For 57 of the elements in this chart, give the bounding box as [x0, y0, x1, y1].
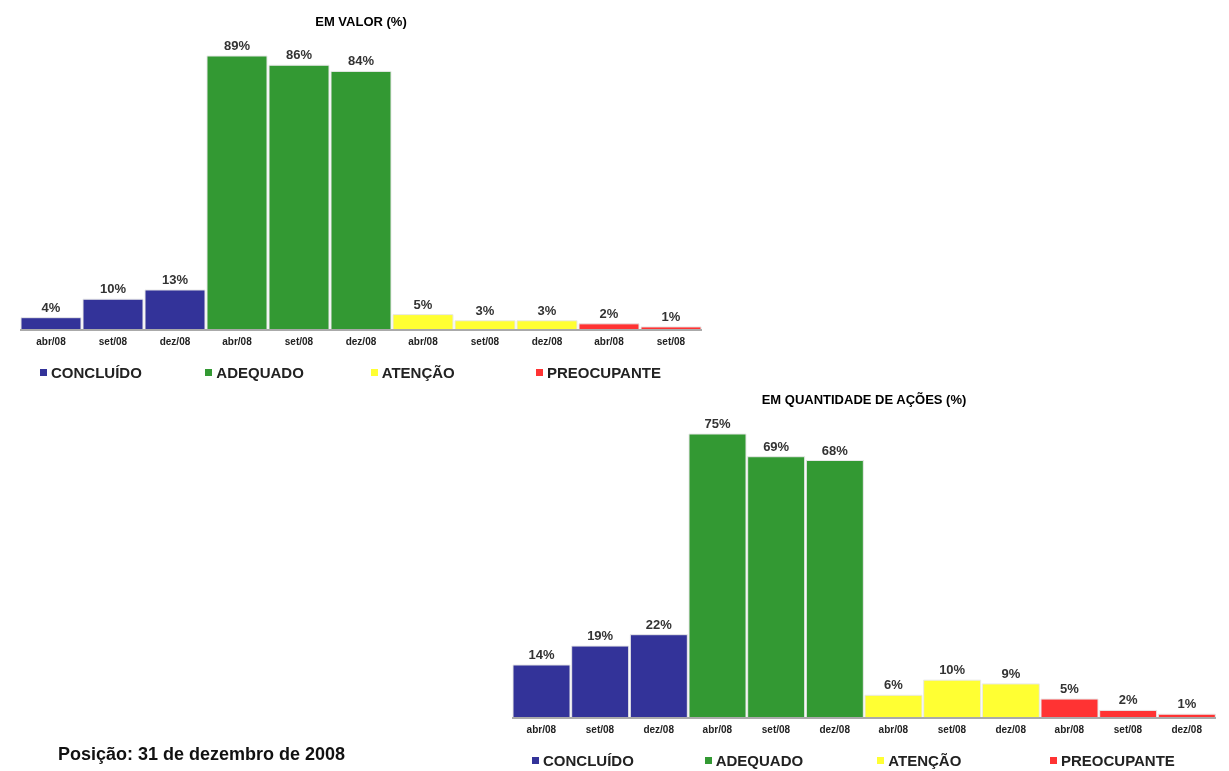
x-tick-label: abr/08	[408, 336, 439, 348]
x-tick-label: set/08	[656, 336, 686, 348]
chart-title: EM VALOR (%)	[314, 14, 408, 31]
x-tick-label: abr/08	[702, 724, 733, 736]
data-label: 84%	[347, 53, 375, 69]
legend-label: ATENÇÃO	[381, 364, 455, 381]
data-label: 5%	[1060, 681, 1080, 697]
data-label: 9%	[1001, 665, 1021, 681]
x-tick-label: set/08	[761, 724, 791, 736]
x-tick-label: dez/08	[643, 724, 675, 736]
x-tick-label: set/08	[1113, 724, 1143, 736]
data-label: 10%	[99, 281, 127, 297]
x-tick-label: set/08	[585, 724, 615, 736]
data-label: 3%	[475, 302, 495, 318]
legend-label: ATENÇÃO	[888, 752, 962, 769]
legend-label: ADEQUADO	[216, 364, 304, 381]
chart-title: EM QUANTIDADE DE AÇÕES (%)	[760, 392, 968, 409]
x-tick-label: abr/08	[526, 724, 557, 736]
x-tick-label: dez/08	[531, 336, 563, 348]
x-tick-label: set/08	[937, 724, 967, 736]
x-tick-label: dez/08	[345, 336, 377, 348]
data-label: 75%	[704, 416, 731, 431]
data-label: 69%	[763, 438, 790, 454]
x-tick-label: dez/08	[159, 336, 191, 348]
x-tick-label: abr/08	[222, 336, 253, 348]
data-label: 3%	[537, 302, 557, 318]
data-label: 86%	[285, 47, 313, 63]
legend-label: PREOCUPANTE	[1060, 752, 1175, 769]
x-tick-label: abr/08	[878, 724, 909, 736]
data-label: 2%	[1118, 692, 1138, 708]
data-label: 22%	[645, 616, 673, 632]
data-label: 19%	[587, 628, 614, 644]
x-tick-label: set/08	[284, 336, 314, 348]
x-tick-label: set/08	[470, 336, 500, 348]
data-label: 89%	[223, 38, 251, 53]
legend-label: ADEQUADO	[715, 752, 804, 769]
x-tick-label: abr/08	[594, 336, 625, 348]
data-label: 10%	[939, 662, 966, 678]
legend-label: CONCLUÍDO	[51, 364, 142, 381]
x-tick-label: abr/08	[36, 336, 67, 348]
data-label: 14%	[528, 646, 555, 662]
x-tick-label: dez/08	[1171, 724, 1203, 736]
legend-label: PREOCUPANTE	[546, 364, 661, 381]
x-tick-label: abr/08	[1054, 724, 1085, 736]
x-tick-label: dez/08	[819, 724, 851, 736]
data-label: 2%	[599, 305, 619, 321]
data-label: 4%	[41, 299, 61, 315]
data-label: 6%	[884, 677, 904, 693]
data-label: 68%	[821, 442, 849, 458]
data-label: 1%	[661, 308, 681, 324]
data-label: 13%	[161, 271, 189, 287]
x-tick-label: set/08	[98, 336, 128, 348]
text: Posição: 31 de dezembro de 2008	[58, 744, 346, 765]
data-label: 1%	[1177, 696, 1197, 712]
legend-label: CONCLUÍDO	[543, 752, 634, 769]
x-tick-label: dez/08	[995, 724, 1027, 736]
data-label: 5%	[413, 296, 433, 312]
